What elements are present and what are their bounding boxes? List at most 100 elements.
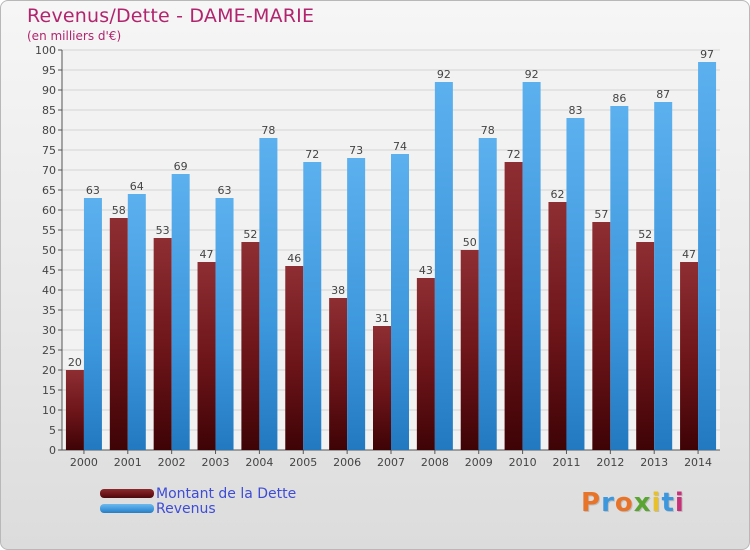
data-label-revenus: 92 (525, 68, 539, 81)
x-tick-label: 2004 (245, 456, 273, 469)
bar-revenus (215, 198, 234, 450)
data-label-revenus: 63 (86, 184, 100, 197)
bar-dette (460, 250, 479, 450)
bar-dette (416, 278, 435, 450)
data-label-revenus: 87 (656, 88, 670, 101)
logo-letter: o (614, 488, 634, 518)
data-label-dette: 47 (200, 248, 214, 261)
data-label-dette: 72 (507, 148, 521, 161)
logo-letter: r (601, 488, 615, 518)
logo-letter: t (661, 488, 675, 518)
logo-letter: i (674, 488, 685, 518)
y-tick-label: 20 (42, 364, 56, 377)
data-label-dette: 53 (156, 224, 170, 237)
bar-dette (504, 162, 523, 450)
bar-revenus (434, 82, 453, 450)
x-tick-label: 2011 (552, 456, 580, 469)
x-tick-label: 2012 (596, 456, 624, 469)
x-tick-label: 2001 (114, 456, 142, 469)
y-tick-label: 80 (42, 124, 56, 137)
data-label-dette: 31 (375, 312, 389, 325)
proxiti-logo: Proxiti (581, 488, 685, 518)
y-tick-label: 60 (42, 204, 56, 217)
y-tick-label: 65 (42, 184, 56, 197)
data-label-revenus: 86 (612, 92, 626, 105)
data-label-dette: 20 (68, 356, 82, 369)
legend-label-dette: Montant de la Dette (156, 486, 297, 502)
y-tick-label: 45 (42, 264, 56, 277)
data-label-dette: 52 (243, 228, 257, 241)
x-tick-label: 2009 (465, 456, 493, 469)
bar-dette (197, 262, 216, 450)
bar-dette (592, 222, 611, 450)
data-label-revenus: 69 (174, 160, 188, 173)
bar-dette (153, 238, 172, 450)
x-tick-label: 2006 (333, 456, 361, 469)
logo-letter: P (581, 488, 602, 518)
data-label-dette: 46 (287, 252, 301, 265)
y-tick-label: 5 (49, 424, 56, 437)
data-label-dette: 38 (331, 284, 345, 297)
y-tick-label: 40 (42, 284, 56, 297)
data-label-revenus: 63 (218, 184, 232, 197)
data-label-dette: 47 (682, 248, 696, 261)
data-label-revenus: 64 (130, 180, 144, 193)
data-label-dette: 50 (463, 236, 477, 249)
bar-dette (373, 326, 391, 450)
data-label-dette: 57 (594, 208, 608, 221)
y-tick-label: 50 (42, 244, 56, 257)
bar-dette (241, 242, 260, 450)
data-label-revenus: 83 (568, 104, 582, 117)
y-tick-label: 100 (35, 44, 56, 57)
bar-revenus (698, 62, 717, 450)
bar-revenus (478, 138, 497, 450)
bar-dette (548, 202, 567, 450)
bar-revenus (391, 154, 409, 450)
data-label-revenus: 73 (349, 144, 363, 157)
y-tick-label: 70 (42, 164, 56, 177)
x-tick-label: 2013 (640, 456, 668, 469)
y-tick-label: 0 (49, 444, 56, 457)
logo-letter: i (651, 488, 662, 518)
x-tick-label: 2003 (202, 456, 230, 469)
y-tick-label: 15 (42, 384, 56, 397)
chart-title: Revenus/Dette - DAME-MARIE (27, 5, 315, 27)
x-tick-label: 2002 (158, 456, 186, 469)
legend-swatch-dette (100, 489, 154, 498)
x-tick-label: 2008 (421, 456, 449, 469)
y-tick-label: 25 (42, 344, 56, 357)
x-tick-label: 2007 (377, 456, 405, 469)
data-label-revenus: 74 (393, 140, 407, 153)
y-tick-label: 30 (42, 324, 56, 337)
bar-revenus (83, 198, 102, 450)
x-tick-label: 2014 (684, 456, 712, 469)
legend-label-revenus: Revenus (156, 501, 216, 517)
bar-revenus (566, 118, 585, 450)
data-label-revenus: 92 (437, 68, 451, 81)
bar-dette (65, 370, 84, 450)
data-label-revenus: 97 (700, 48, 714, 61)
bar-dette (285, 266, 304, 450)
x-tick-label: 2010 (509, 456, 537, 469)
data-label-revenus: 72 (305, 148, 319, 161)
bar-revenus (610, 106, 629, 450)
x-tick-label: 2000 (70, 456, 98, 469)
data-label-revenus: 78 (261, 124, 275, 137)
y-tick-label: 10 (42, 404, 56, 417)
bar-revenus (654, 102, 673, 450)
data-label-revenus: 78 (481, 124, 495, 137)
bar-dette (329, 298, 348, 450)
x-tick-label: 2005 (289, 456, 317, 469)
y-tick-label: 90 (42, 84, 56, 97)
bar-dette (109, 218, 128, 450)
bar-revenus (303, 162, 322, 450)
y-tick-label: 55 (42, 224, 56, 237)
bar-revenus (259, 138, 278, 450)
y-tick-label: 35 (42, 304, 56, 317)
y-tick-label: 75 (42, 144, 56, 157)
bar-dette (680, 262, 699, 450)
bar-revenus (347, 158, 366, 450)
data-label-dette: 43 (419, 264, 433, 277)
chart-subtitle: (en milliers d'€) (27, 29, 122, 43)
